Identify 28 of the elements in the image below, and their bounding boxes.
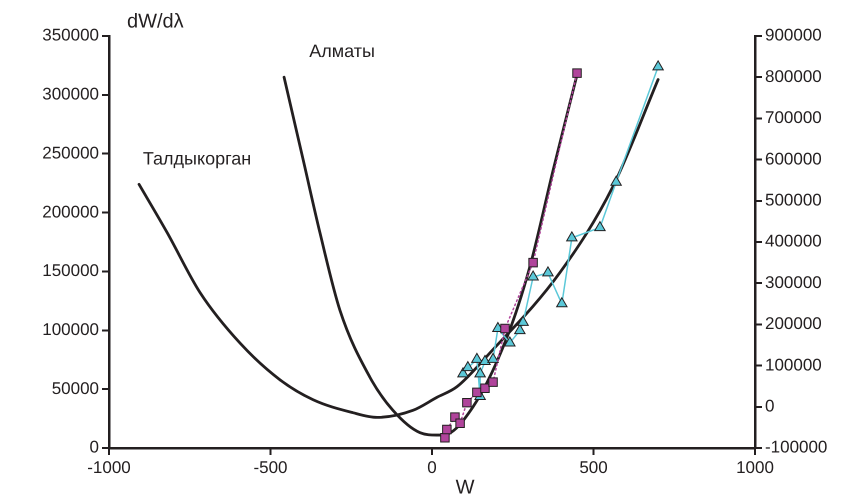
x-tick-label: -500 [253, 458, 288, 477]
y-tick-label: 100000 [42, 320, 99, 339]
x-tick-label: 0 [427, 458, 437, 477]
y2-tick-label: 300000 [765, 272, 822, 292]
y-tick-label: 0 [90, 438, 99, 457]
y-tick-label: 250000 [42, 143, 99, 162]
y2-tick-label: 100000 [765, 355, 822, 374]
y2-tick-label: 0 [765, 396, 774, 416]
x-tick-label: 1000 [736, 458, 774, 477]
y-tick-label: 350000 [42, 26, 99, 45]
y-tick-label: 50000 [52, 378, 99, 398]
y-tick-label: 200000 [42, 202, 99, 222]
y2-tick-label: 700000 [765, 108, 822, 128]
x-tick-label: -1000 [87, 458, 131, 477]
y2-tick-label: 400000 [765, 232, 822, 251]
y2-tick-label: 800000 [765, 66, 822, 86]
y2-tick-label: -100000 [765, 438, 828, 457]
y2-tick-label: 500000 [765, 190, 822, 210]
y-tick-label: 150000 [42, 261, 99, 280]
series-label: Талдыкорган [142, 148, 252, 168]
series-label: Алматы [309, 41, 375, 62]
y2-tick-label: 600000 [765, 149, 822, 168]
y2-tick-label: 200000 [765, 314, 822, 334]
x-tick-label: 500 [579, 458, 608, 477]
y-axis-title: dW/dλ [127, 10, 184, 33]
y-tick-label: 300000 [42, 84, 99, 104]
y2-tick-label: 900000 [765, 26, 822, 45]
x-axis-title: W [456, 476, 475, 497]
